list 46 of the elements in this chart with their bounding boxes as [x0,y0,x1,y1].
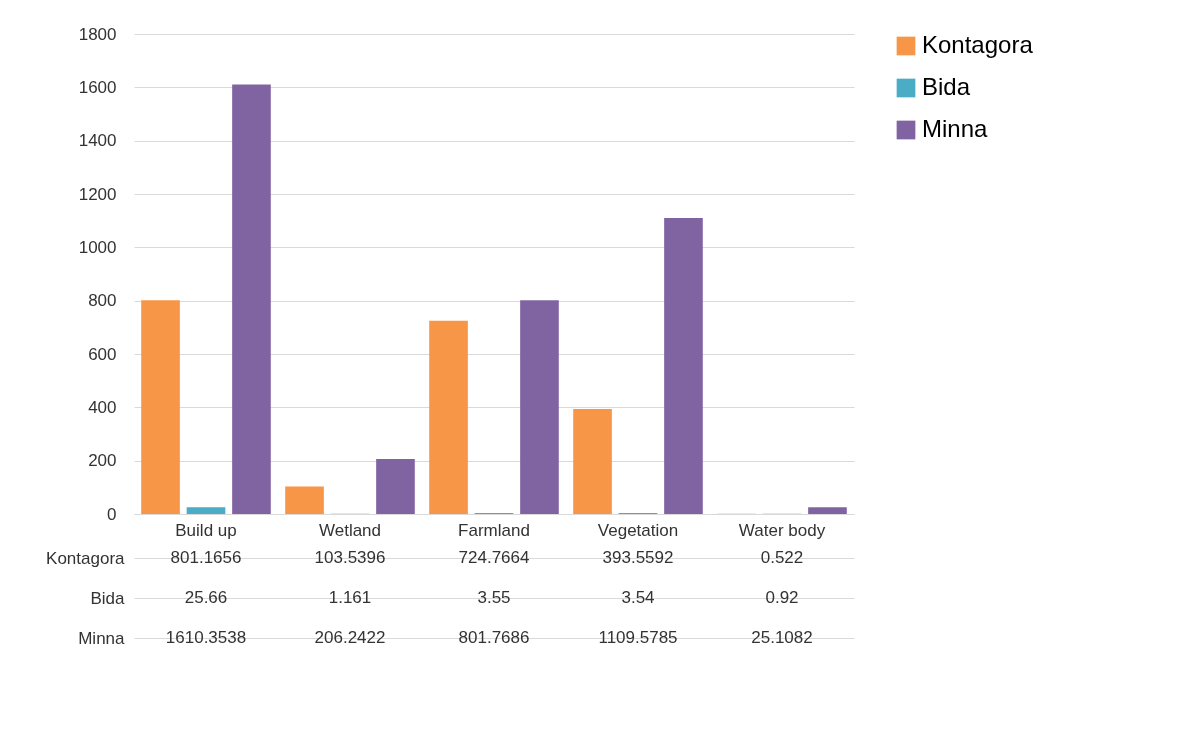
bar [573,409,612,514]
legend-label: Bida [922,73,971,100]
data-label: 801.7686 [458,628,530,647]
legend-label: Kontagora [922,31,1034,58]
data-label: 25.66 [184,588,228,607]
bar [808,507,847,514]
x-tick-label: Build up [175,520,237,540]
data-label: 206.2422 [314,628,386,647]
x-tick-label: Water body [738,520,826,540]
text: Bida [90,588,125,608]
bar [429,320,468,514]
bar [376,459,415,514]
data-label: 0.92 [765,588,799,607]
data-label: 1.161 [328,588,372,607]
legend-label: Minna [922,115,989,142]
y-tick-label: 1400 [78,131,117,151]
y-tick-label: 600 [88,344,117,364]
y-tick-label: 1000 [78,237,117,257]
data-label: 1109.5785 [598,628,678,647]
data-label: 25.1082 [751,628,813,647]
y-tick-label: 1600 [78,77,117,97]
x-tick-label: Farmland [458,520,530,540]
bar [664,218,703,514]
text: Kontagora [46,548,125,568]
x-tick-label: Wetland [318,520,382,540]
y-tick-label: 1200 [78,184,117,204]
y-tick-label: 800 [88,291,117,311]
data-label: 0.522 [760,548,804,567]
data-label: 1610.3538 [165,628,247,647]
bar [141,300,180,514]
data-label: 3.54 [621,588,655,607]
bar [520,300,559,514]
y-tick-label: 400 [88,397,117,417]
data-label: 801.1656 [170,548,242,567]
text: Minna [78,628,125,648]
data-label: 724.7664 [458,548,530,567]
bar [285,486,324,514]
bar [232,84,271,514]
data-label: 3.55 [477,588,511,607]
y-tick-label: 0 [107,504,117,524]
y-tick-label: 200 [88,451,117,471]
data-label: 103.5396 [314,548,386,567]
y-tick-label: 1800 [78,24,117,44]
x-tick-label: Vegetation [597,520,679,540]
data-label: 393.5592 [602,548,674,567]
bar [186,507,226,514]
